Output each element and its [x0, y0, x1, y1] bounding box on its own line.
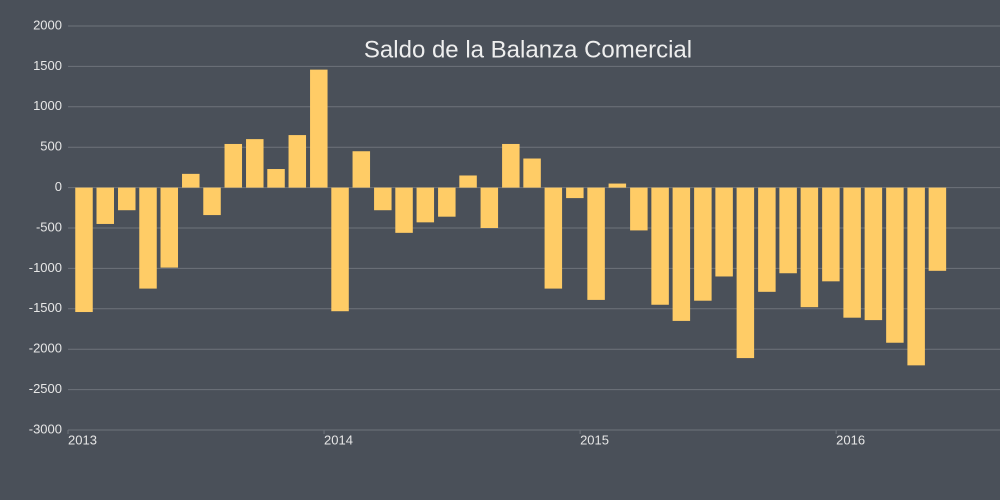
bar: [182, 173, 200, 188]
x-tick-label: 2016: [836, 432, 865, 447]
bar: [907, 187, 925, 366]
bar: [288, 135, 307, 188]
bar: [928, 187, 947, 271]
bar: [651, 187, 669, 305]
bar: [374, 187, 392, 211]
bar: [523, 158, 541, 188]
bar: [715, 187, 733, 277]
bar: [736, 187, 755, 359]
bar: [267, 169, 285, 188]
y-tick-label: 0: [55, 179, 62, 194]
x-tick-label: 2014: [324, 432, 353, 447]
bar: [438, 187, 456, 217]
y-tick-label: 1000: [33, 98, 62, 113]
bar: [630, 187, 648, 231]
x-tick-label: 2013: [68, 432, 97, 447]
bar: [480, 187, 499, 228]
bar: [118, 187, 136, 211]
y-tick-label: 2000: [33, 17, 62, 32]
bar: [544, 187, 563, 289]
y-tick-label: -3000: [29, 421, 62, 436]
bar: [459, 175, 477, 188]
y-tick-label: -2500: [29, 381, 62, 396]
bar: [502, 143, 520, 188]
y-tick-label: -2000: [29, 341, 62, 356]
y-tick-label: 500: [40, 139, 62, 154]
y-tick-label: 1500: [33, 58, 62, 73]
bar: [352, 151, 371, 188]
bar: [758, 187, 776, 292]
y-tick-label: -1000: [29, 260, 62, 275]
bar: [822, 187, 840, 282]
bar: [96, 187, 115, 224]
y-tick-label: -500: [36, 219, 62, 234]
bar: [160, 187, 179, 268]
bar: [416, 187, 435, 223]
bar: [246, 139, 264, 188]
bar: [608, 183, 627, 188]
bar: [843, 187, 861, 318]
bar: [139, 187, 157, 289]
bar: [203, 187, 221, 216]
bar: [672, 187, 691, 321]
bar: [310, 69, 328, 188]
bar: [864, 187, 883, 321]
bar: [331, 187, 349, 312]
y-tick-label: -1500: [29, 300, 62, 315]
bar: [800, 187, 819, 308]
chart-title: Saldo de la Balanza Comercial: [364, 36, 692, 63]
bar: [694, 187, 712, 301]
bar: [886, 187, 904, 343]
bar: [587, 187, 605, 300]
bar: [566, 187, 584, 199]
bar: [779, 187, 797, 274]
bar: [224, 143, 243, 188]
bar: [395, 187, 413, 233]
x-tick-label: 2015: [580, 432, 609, 447]
bar: [75, 187, 93, 313]
